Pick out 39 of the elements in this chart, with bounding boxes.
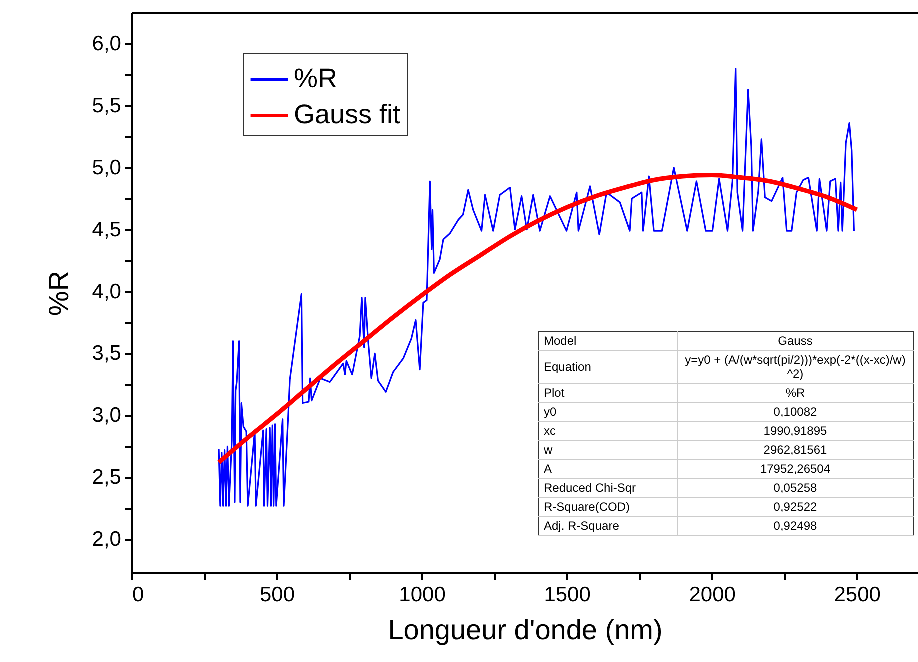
annotation: Adj. R-Square: [538, 516, 678, 536]
annotation: %R: [678, 384, 914, 402]
annotation: y0: [538, 402, 678, 422]
legend-label: %R: [294, 64, 338, 94]
annotation: Gauss: [678, 332, 914, 350]
x-tick-label: 2000: [689, 584, 736, 606]
annotation: 1990,91895: [678, 422, 914, 440]
y-tick-label: 5,5: [92, 94, 122, 118]
y-tick-label: 2,5: [92, 466, 122, 490]
y-tick-label: 3,0: [92, 404, 122, 428]
x-tick-label: 500: [260, 584, 296, 606]
annotation: 0,92522: [678, 498, 914, 516]
annotation: xc: [538, 422, 678, 440]
annotation: 0,10082: [678, 402, 914, 422]
annotation: Equation: [538, 350, 678, 384]
legend-label: Gauss fit: [294, 100, 402, 130]
annotation: 0,92498: [678, 516, 914, 536]
y-tick-label: 4,0: [92, 280, 122, 304]
annotation: A: [538, 460, 678, 478]
annotation: R-Square(COD): [538, 498, 678, 516]
x-tick-label: 1500: [544, 584, 591, 606]
annotation: y=y0 + (A/(w*sqrt(pi/2)))*exp(-2*((x-xc)/w)^2): [678, 350, 914, 384]
y-tick-label: 2,0: [92, 528, 122, 552]
y-tick-label: 6,0: [92, 32, 122, 56]
annotation: 2962,81561: [678, 440, 914, 460]
y-tick-label: 3,5: [92, 342, 122, 366]
annotation: Plot: [538, 384, 678, 402]
annotation: 0,05258: [678, 478, 914, 498]
y-tick-label: 4,5: [92, 218, 122, 242]
annotation: 17952,26504: [678, 460, 914, 478]
y-tick-label: 5,0: [92, 156, 122, 180]
y-axis-title: %R: [43, 270, 74, 316]
x-tick-label: 2500: [834, 584, 881, 606]
x-axis-title: Longueur d'onde (nm): [388, 614, 663, 646]
annotation: Model: [538, 332, 678, 350]
annotation: Reduced Chi-Sqr: [538, 478, 678, 498]
x-tick-label: 1000: [399, 584, 446, 606]
x-tick-label: 0: [132, 584, 144, 606]
annotation: w: [538, 440, 678, 460]
